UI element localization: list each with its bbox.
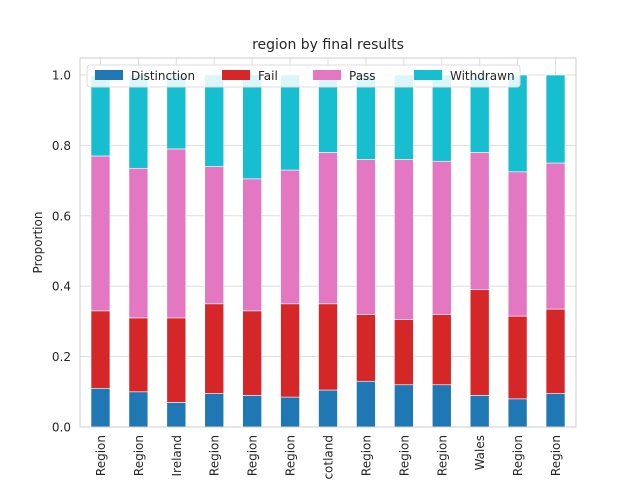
bar-distinction-10 — [469, 395, 490, 428]
x-tick-label: Ireland — [170, 435, 184, 477]
bar-pass-1 — [128, 167, 149, 319]
bar-distinction-5 — [280, 396, 300, 428]
legend-box — [86, 64, 521, 88]
bar-fail-6 — [318, 303, 338, 391]
bar-fail-3 — [204, 303, 225, 394]
legend-swatch-withdrawn — [414, 70, 442, 80]
bar-withdrawn-8 — [394, 74, 414, 160]
bar-withdrawn-7 — [356, 74, 376, 160]
bar-distinction-12 — [545, 393, 566, 428]
bar-distinction-11 — [507, 398, 528, 428]
x-tick-label: Scotland — [322, 435, 336, 480]
x-tick-label: Region — [549, 435, 563, 476]
bar-withdrawn-5 — [280, 74, 300, 171]
bar-withdrawn-1 — [128, 74, 149, 169]
bar-fail-8 — [394, 319, 414, 386]
chart-title: region by final results — [252, 37, 404, 53]
x-tick-label: Region — [132, 435, 146, 476]
legend-label-withdrawn: Withdrawn — [450, 69, 515, 83]
legend-label-fail: Fail — [258, 69, 278, 83]
bar-fail-1 — [128, 317, 149, 393]
bar-distinction-0 — [90, 387, 111, 428]
x-tick-label: Region — [397, 435, 411, 476]
bar-withdrawn-4 — [242, 74, 262, 180]
bar-fail-2 — [166, 317, 187, 403]
bar-fail-5 — [280, 303, 300, 398]
bar-fail-4 — [242, 310, 262, 396]
bar-fail-0 — [90, 310, 111, 389]
bar-pass-11 — [507, 171, 528, 317]
bar-fail-11 — [507, 315, 528, 400]
x-axis-ticks: Region Region Ireland Region Region Region Sco… — [94, 435, 563, 484]
legend-swatch-pass — [313, 70, 341, 80]
bar-withdrawn-12 — [545, 74, 566, 164]
bar-distinction-6 — [318, 389, 338, 428]
x-tick-label: Region — [208, 435, 222, 476]
bar-pass-3 — [204, 166, 225, 305]
bars — [90, 74, 566, 428]
y-tick-label: 0.8 — [52, 139, 71, 153]
bar-pass-5 — [280, 169, 300, 305]
x-tick-label: Region — [435, 435, 449, 476]
bar-pass-4 — [242, 178, 262, 312]
bar-fail-7 — [356, 314, 376, 382]
plot-frame — [79, 57, 577, 428]
bar-distinction-4 — [242, 395, 262, 428]
bar-distinction-7 — [356, 380, 376, 428]
bar-pass-0 — [90, 155, 111, 312]
bar-withdrawn-9 — [431, 74, 452, 162]
bar-distinction-9 — [431, 384, 452, 428]
x-tick-label: Region — [511, 435, 525, 476]
bar-pass-9 — [431, 160, 452, 315]
bar-distinction-2 — [166, 402, 187, 428]
bar-pass-7 — [356, 159, 376, 315]
y-tick-label: 0.2 — [52, 350, 71, 364]
bar-withdrawn-3 — [204, 74, 225, 167]
x-tick-label: Region — [284, 435, 298, 476]
bar-distinction-8 — [394, 384, 414, 428]
legend-label-distinction: Distinction — [131, 69, 195, 83]
legend-label-pass: Pass — [349, 69, 376, 83]
legend-swatch-fail — [222, 70, 250, 80]
y-axis-ticks: 0.0 0.2 0.4 0.6 0.8 1.0 — [52, 69, 71, 435]
bar-distinction-3 — [204, 393, 225, 428]
bar-pass-12 — [545, 162, 566, 310]
legend: Distinction Fail Pass Withdrawn — [86, 64, 521, 88]
y-tick-label: 0.4 — [52, 280, 71, 294]
bar-fail-10 — [469, 289, 490, 396]
y-axis-label: Proportion — [31, 212, 45, 274]
x-tick-label: Wales — [473, 435, 487, 470]
y-tick-label: 1.0 — [52, 69, 71, 83]
bar-distinction-1 — [128, 391, 149, 428]
bar-pass-6 — [318, 152, 338, 305]
bar-withdrawn-11 — [507, 74, 528, 173]
bar-pass-8 — [394, 159, 414, 320]
y-tick-label: 0.0 — [52, 421, 71, 435]
bar-fail-9 — [431, 314, 452, 386]
legend-swatch-distinction — [95, 70, 123, 80]
x-tick-label: Region — [94, 435, 108, 476]
bar-pass-2 — [166, 148, 187, 319]
y-tick-label: 0.6 — [52, 209, 71, 223]
bar-fail-12 — [545, 308, 566, 394]
x-tick-label: Region — [359, 435, 373, 476]
bar-pass-10 — [469, 152, 490, 291]
x-tick-label: Region — [246, 435, 260, 476]
